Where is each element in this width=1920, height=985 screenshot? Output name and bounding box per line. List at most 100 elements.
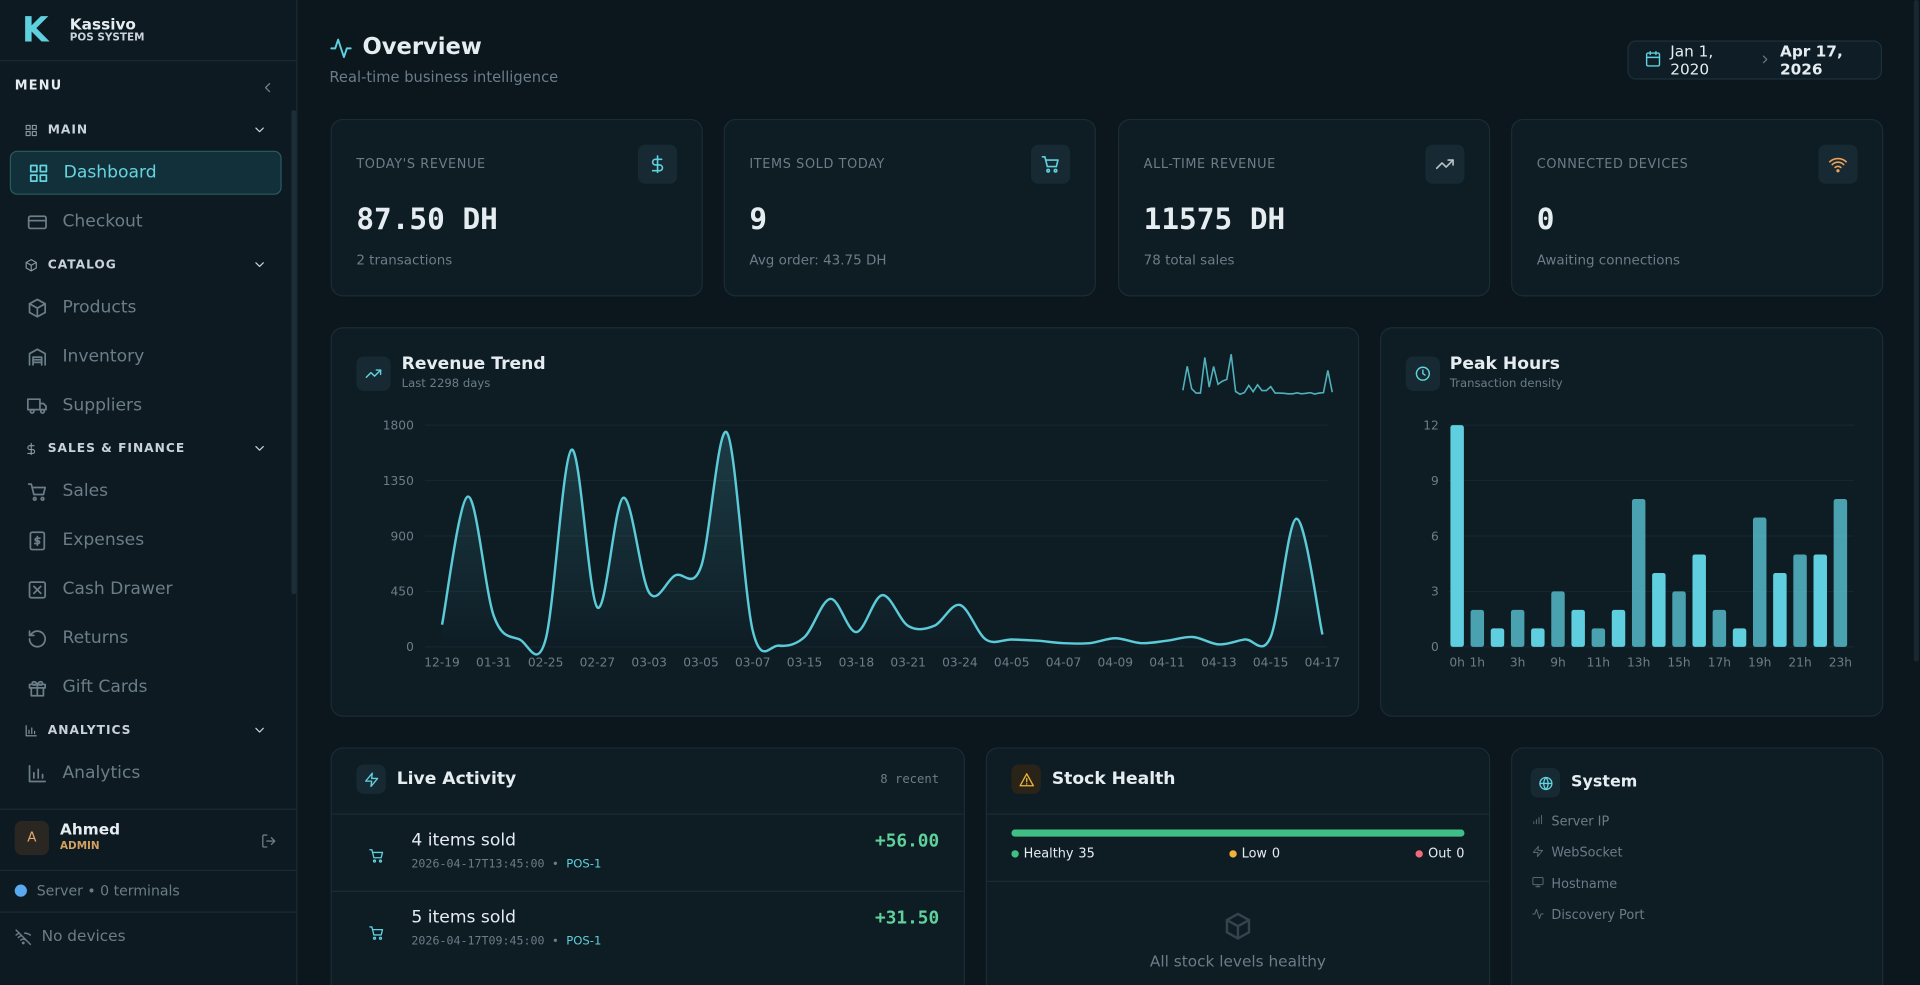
- nav-section[interactable]: MAIN: [10, 111, 282, 148]
- sep: [1758, 51, 1771, 69]
- icon: [1533, 815, 1543, 825]
- divider: [0, 911, 297, 913]
- icon: [364, 771, 378, 787]
- stat-note: 2 transactions: [356, 252, 453, 269]
- stat-icon: [1818, 144, 1858, 184]
- card-icon: [1011, 764, 1041, 794]
- icon: [1762, 54, 1767, 63]
- icon: [27, 482, 47, 501]
- nav-section[interactable]: ANALYTICS: [10, 712, 282, 749]
- section-label: ANALYTICS: [47, 723, 132, 737]
- nav-label: Gift Cards: [62, 677, 148, 698]
- stat-label: TODAY'S REVENUE: [356, 156, 486, 172]
- tagline: POS SYSTEM: [69, 31, 145, 45]
- section-label: SALES & FINANCE: [47, 441, 186, 456]
- chart-title: Peak Hours: [1449, 354, 1560, 374]
- icon: [1532, 908, 1544, 919]
- date-from: Jan 1, 2020: [1670, 41, 1714, 79]
- icon: [1225, 912, 1251, 940]
- legend-dot: [1011, 850, 1019, 858]
- icon: [28, 629, 47, 647]
- nav-label: Suppliers: [62, 395, 143, 416]
- icon: [25, 258, 37, 271]
- icon: [255, 262, 264, 268]
- chart-title: Revenue Trend: [401, 354, 546, 374]
- legend-label: Healthy: [1023, 846, 1074, 862]
- nav-item[interactable]: Products: [10, 283, 282, 332]
- icon: [1415, 366, 1431, 381]
- icon: [330, 38, 352, 59]
- logout[interactable]: [261, 831, 277, 854]
- row-label: Discovery Port: [1551, 907, 1645, 923]
- icon: [1435, 159, 1454, 170]
- nav-label: Checkout: [62, 211, 143, 232]
- stat-label: ITEMS SOLD TODAY: [749, 156, 886, 172]
- card-icon: [356, 356, 391, 391]
- nav-section[interactable]: CATALOG: [10, 246, 282, 283]
- section-label: MAIN: [47, 123, 89, 137]
- chevron: [252, 441, 267, 459]
- stat-card: TODAY'S REVENUE 87.50 DH 2 transactions: [330, 118, 703, 297]
- user-name: Ahmed: [60, 819, 121, 838]
- nav-item[interactable]: Sales: [10, 467, 282, 516]
- sep: •: [551, 934, 559, 949]
- nav-item[interactable]: Suppliers: [10, 381, 282, 430]
- icon: [1828, 157, 1847, 173]
- row-icon: [1532, 845, 1544, 861]
- stock-message: All stock levels healthy: [1149, 951, 1326, 971]
- nav-section[interactable]: SALES & FINANCE: [10, 430, 282, 467]
- chart-subtitle: Transaction density: [1449, 377, 1563, 391]
- chart-subtitle: Last 2298 days: [401, 377, 491, 391]
- icon: [1532, 845, 1544, 857]
- card-title: System: [1571, 773, 1638, 792]
- main-scrollbar: [1913, 0, 1919, 662]
- calendar: [1644, 50, 1661, 71]
- stock-legend: Healthy 35: [1011, 846, 1095, 862]
- icon: [25, 724, 37, 736]
- row-label: WebSocket: [1551, 845, 1623, 861]
- activity-row[interactable]: 5 items sold 2026-04-17T09:45:00 • POS-1 +31…: [331, 890, 964, 969]
- box-icon: [1223, 911, 1252, 945]
- stat-note: Awaiting connections: [1536, 252, 1681, 269]
- nav-label: Returns: [62, 628, 129, 649]
- stock-legend: Out 0: [1415, 847, 1464, 861]
- nav-item[interactable]: Inventory: [10, 332, 282, 381]
- recent-count: 8 recent: [880, 773, 940, 787]
- nav-item[interactable]: Dashboard: [9, 150, 282, 195]
- icon: [27, 214, 47, 229]
- logo: K: [22, 9, 49, 51]
- nav-item[interactable]: Expenses: [10, 516, 282, 565]
- card-icon: [1405, 356, 1441, 391]
- icon: [1041, 155, 1059, 173]
- nav-item[interactable]: Gift Cards: [10, 663, 282, 712]
- icon: [369, 849, 384, 863]
- stat-card: ALL-TIME REVENUE 11575 DH 78 total sales: [1117, 118, 1491, 297]
- nav-item[interactable]: Cash Drawer: [10, 565, 282, 614]
- stat-card: CONNECTED DEVICES 0 Awaiting connections: [1511, 118, 1884, 297]
- legend-dot: [1415, 850, 1424, 858]
- cart-icon: [369, 923, 385, 946]
- stock-bar: [1011, 829, 1465, 837]
- collapse[interactable]: [260, 77, 276, 100]
- brand: Kassivo: [69, 14, 136, 34]
- activity-row[interactable]: 4 items sold 2026-04-17T13:45:00 • POS-1 +56…: [331, 813, 964, 891]
- nav-item[interactable]: Checkout: [10, 197, 282, 246]
- legend-count: 0: [1271, 846, 1281, 862]
- divider: [0, 808, 297, 810]
- activity-title: 4 items sold: [411, 830, 516, 851]
- icon: [28, 297, 47, 318]
- nav-label: Inventory: [62, 346, 145, 367]
- nav-item[interactable]: Returns: [10, 614, 282, 663]
- cart-icon: [369, 845, 385, 868]
- amount: +31.50: [875, 909, 940, 929]
- nav-item[interactable]: Analytics: [10, 749, 282, 798]
- chevron: [252, 123, 267, 141]
- stat-icon: [637, 144, 678, 184]
- date-range[interactable]: Jan 1, 2020 Apr 17, 2026: [1627, 40, 1883, 80]
- icon: [651, 155, 664, 174]
- icon: [255, 445, 264, 451]
- nav-label: Cash Drawer: [62, 579, 173, 600]
- icon: [29, 530, 46, 550]
- peak-card: Peak Hours Transaction density: [1380, 327, 1884, 717]
